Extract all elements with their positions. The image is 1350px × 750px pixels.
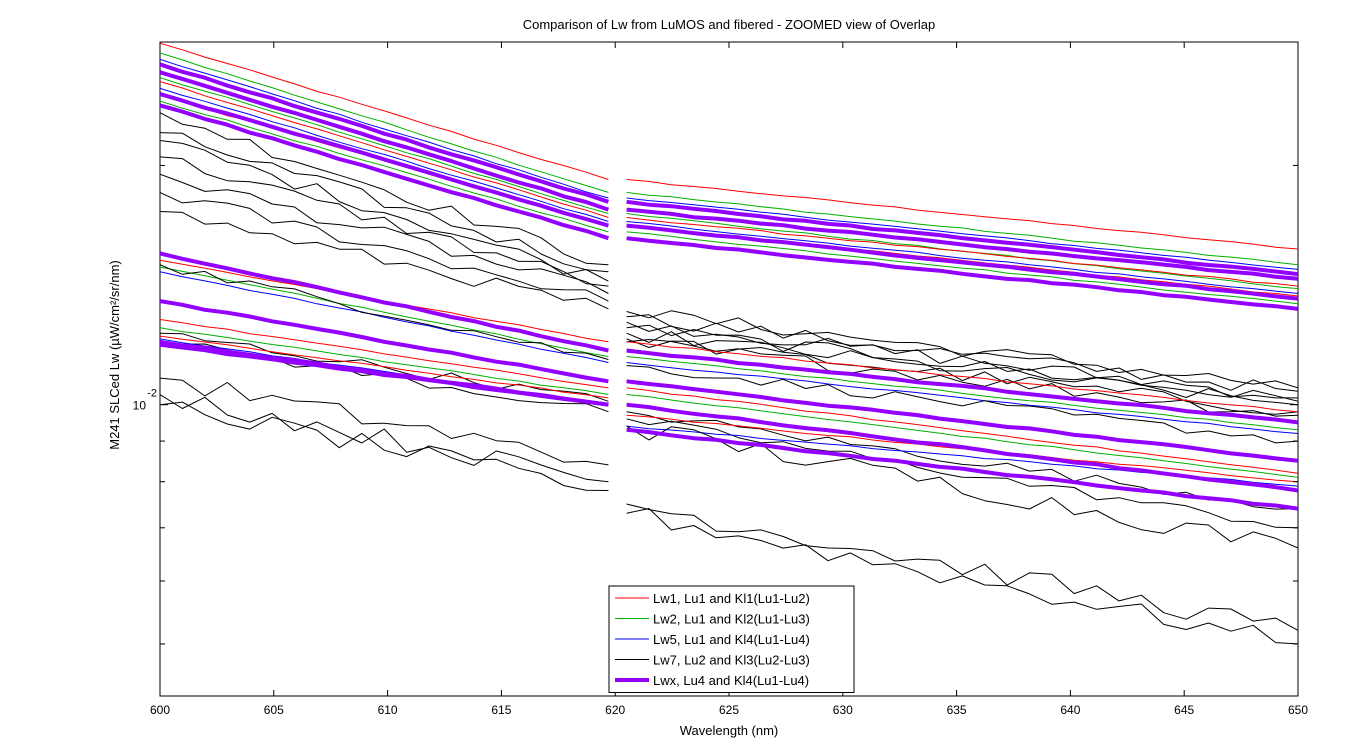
series-line-34-left bbox=[160, 394, 609, 483]
series-line-28-right bbox=[626, 411, 1298, 510]
series-line-6-left bbox=[160, 81, 609, 218]
x-tick-label: 605 bbox=[264, 703, 284, 717]
y-tick-label: 10 bbox=[133, 399, 147, 413]
x-axis-label: Wavelength (nm) bbox=[680, 723, 779, 738]
series-line-30-left bbox=[160, 335, 609, 399]
series-line-26-right bbox=[626, 394, 1298, 478]
x-tick-label: 620 bbox=[605, 703, 625, 717]
series-line-0-left bbox=[160, 42, 609, 180]
series-line-11-right bbox=[626, 236, 1298, 311]
x-tick-label: 640 bbox=[1060, 703, 1080, 717]
series-line-10-left bbox=[160, 100, 609, 233]
series-line-18-left bbox=[160, 211, 609, 310]
series-line-6-right bbox=[626, 217, 1298, 287]
series-line-22-left bbox=[160, 271, 609, 363]
legend-entry-label: Lw5, Lu1 and Kl4(Lu1-Lu4) bbox=[653, 632, 810, 647]
x-tick-label: 650 bbox=[1288, 703, 1308, 717]
series-line-5-left bbox=[160, 77, 609, 214]
series-line-4-right bbox=[626, 207, 1298, 281]
series-line-10-right bbox=[626, 231, 1298, 305]
series-line-13-left bbox=[160, 132, 609, 273]
series-line-19-left bbox=[160, 251, 609, 353]
series-line-32-left bbox=[160, 342, 609, 407]
legend-entry-label: Lw7, Lu2 and Kl3(Lu2-Lu3) bbox=[653, 653, 810, 668]
series-line-26-left bbox=[160, 327, 609, 395]
series-line-14-left bbox=[160, 140, 609, 282]
legend-entry-label: Lw1, Lu1 and Kl1(Lu1-Lu2) bbox=[653, 591, 810, 606]
series-line-24-left bbox=[160, 299, 609, 384]
axes-layer: 600 605 610 615 620 625 630 635 640 645 650 10-2 bbox=[133, 42, 1308, 717]
series-line-32-right bbox=[626, 427, 1298, 511]
legend: Lw1, Lu1 and Kl1(Lu1-Lu2) Lw2, Lu1 and Kl… bbox=[608, 585, 855, 693]
series-line-33-left bbox=[160, 377, 609, 466]
series-line-22-right bbox=[626, 362, 1298, 434]
series-line-25-left bbox=[160, 319, 609, 389]
series-line-13-right bbox=[626, 314, 1298, 392]
series-line-35-left bbox=[160, 401, 609, 491]
x-tick-label: 630 bbox=[833, 703, 853, 717]
legend-entry-label: Lwx, Lu4 and Kl4(Lu1-Lu4) bbox=[653, 673, 809, 688]
y-axis-label: M241 SLCed Lw (µW/cm²/sr/nm) bbox=[107, 260, 122, 450]
series-line-35-right bbox=[626, 508, 1298, 645]
series-line-24-right bbox=[626, 379, 1298, 463]
series-line-2-right bbox=[626, 197, 1298, 270]
series-line-1-left bbox=[160, 52, 609, 193]
series-line-7-left bbox=[160, 87, 609, 222]
series-line-25-right bbox=[626, 387, 1298, 474]
series-line-15-left bbox=[160, 156, 609, 287]
series-line-8-left bbox=[160, 92, 609, 228]
series-layer bbox=[160, 42, 1298, 645]
legend-box bbox=[608, 585, 855, 693]
series-line-2-left bbox=[160, 58, 609, 199]
series-line-21-right bbox=[626, 356, 1298, 431]
series-line-33-right bbox=[626, 425, 1298, 549]
series-line-1-right bbox=[626, 191, 1298, 266]
series-line-28-left bbox=[160, 332, 609, 402]
series-line-23-right bbox=[626, 365, 1298, 444]
series-line-16-right bbox=[626, 331, 1298, 406]
series-line-27-right bbox=[626, 402, 1298, 493]
series-line-29-right bbox=[626, 418, 1298, 529]
series-line-20-right bbox=[626, 341, 1298, 413]
chart-title: Comparison of Lw from LuMOS and fibered … bbox=[523, 17, 936, 32]
x-tick-label: 610 bbox=[378, 703, 398, 717]
series-line-12-left bbox=[160, 112, 609, 266]
x-tick-label: 615 bbox=[491, 703, 511, 717]
x-tick-label: 625 bbox=[719, 703, 739, 717]
series-line-3-right bbox=[626, 199, 1298, 277]
series-line-19-right bbox=[626, 348, 1298, 425]
series-line-3-left bbox=[160, 62, 610, 204]
series-line-23-left bbox=[160, 264, 609, 360]
x-tick-label: 600 bbox=[150, 703, 170, 717]
series-line-34-right bbox=[626, 503, 1298, 631]
series-line-17-left bbox=[160, 191, 609, 302]
series-line-4-left bbox=[160, 70, 610, 212]
series-line-16-left bbox=[160, 173, 609, 294]
x-tick-label: 635 bbox=[947, 703, 967, 717]
x-tick-label: 645 bbox=[1174, 703, 1194, 717]
series-line-0-right bbox=[626, 179, 1298, 250]
legend-entry-label: Lw2, Lu1 and Kl2(Lu1-Lu3) bbox=[653, 612, 810, 627]
series-line-15-right bbox=[626, 324, 1298, 402]
series-line-11-left bbox=[160, 103, 610, 241]
series-line-8-right bbox=[626, 223, 1298, 301]
series-line-14-right bbox=[626, 321, 1298, 399]
series-line-7-right bbox=[626, 221, 1298, 294]
y-tick-label-exponent: -2 bbox=[147, 388, 157, 400]
